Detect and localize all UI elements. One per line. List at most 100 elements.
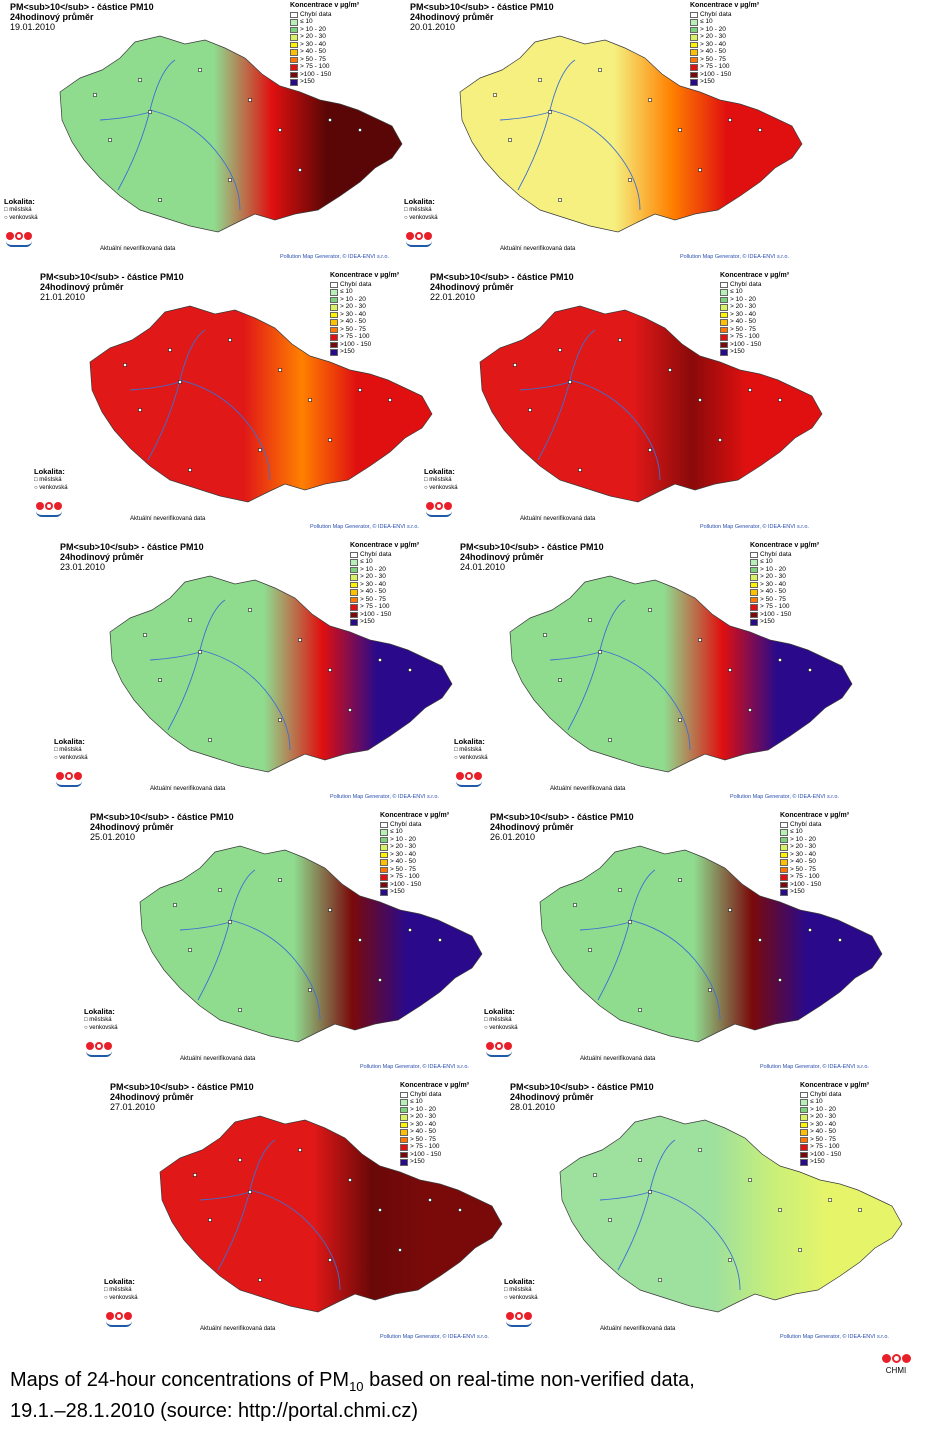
legend-swatch: [750, 581, 758, 588]
legend-label: > 30 - 40: [790, 850, 816, 858]
legend-label: > 10 - 20: [730, 295, 756, 303]
legend-swatch: [690, 49, 698, 56]
station-marker: [358, 388, 362, 392]
legend-swatch: [290, 34, 298, 41]
river-line: [217, 1139, 276, 1271]
chmi-label: CHMI: [885, 1366, 907, 1375]
legend-swatch: [690, 34, 698, 41]
pollution-map: [59, 35, 403, 233]
river-line: [199, 649, 291, 751]
pollution-map: [539, 845, 883, 1043]
country-concentration-area: [89, 305, 433, 503]
station-marker: [648, 1190, 652, 1194]
legend-entry: > 10 - 20: [330, 296, 399, 304]
river-line: [549, 109, 641, 211]
legend-label: > 50 - 75: [810, 1135, 836, 1143]
legend-entry: ≤ 10: [780, 828, 849, 837]
legend-entry: Chybí data: [690, 11, 759, 19]
legend-swatch: [380, 881, 388, 888]
legend-entry: > 10 - 20: [720, 296, 789, 304]
legend-entry: > 10 - 20: [750, 566, 819, 574]
station-marker: [188, 468, 192, 472]
station-marker: [593, 1173, 597, 1177]
legend-entry: ≤ 10: [350, 558, 419, 567]
station-marker: [158, 678, 162, 682]
legend-entry: ≤ 10: [290, 18, 359, 27]
legend-entry: >150: [780, 888, 849, 897]
legend-swatch: [720, 289, 728, 296]
legend-label: > 30 - 40: [700, 40, 726, 48]
generator-credit: Pollution Map Generator, © IDEA-ENVI s.r…: [360, 1064, 469, 1070]
station-marker: [178, 380, 182, 384]
legend-label: > 20 - 30: [760, 573, 786, 581]
legend-swatch: [400, 1144, 408, 1151]
station-marker: [248, 98, 252, 102]
unverified-data-note: Aktuální neverifikovaná data: [100, 246, 176, 252]
legend-swatch: [330, 326, 338, 333]
legend-swatch: [400, 1159, 408, 1166]
legend-entry: > 20 - 30: [350, 573, 419, 582]
lokalita-title: Lokalita:: [54, 737, 85, 746]
station-marker: [218, 888, 222, 892]
legend-label: >100 - 150: [810, 1150, 842, 1158]
legend-label: >150: [700, 78, 715, 86]
legend-title: Koncentrace v µg/m³: [400, 1082, 469, 1089]
chmi-logo-icon: [6, 232, 32, 247]
concentration-legend: Koncentrace v µg/m³ Chybí data ≤ 10 > 10 -…: [780, 812, 849, 896]
station-marker: [698, 1148, 702, 1152]
river-line: [179, 379, 271, 481]
lokalita-title: Lokalita:: [104, 1277, 135, 1286]
station-marker: [798, 1248, 802, 1252]
lokalita-urban: □ městská: [454, 747, 482, 753]
station-marker: [573, 903, 577, 907]
panel-title: PM<sub>10</sub> - částice PM10: [60, 542, 204, 552]
legend-swatch: [330, 296, 338, 303]
concentration-legend: Koncentrace v µg/m³ Chybí data ≤ 10 > 10 -…: [400, 1082, 469, 1166]
panel-title: PM<sub>10</sub> - částice PM10: [90, 812, 234, 822]
station-marker: [328, 668, 332, 672]
river-line: [149, 109, 241, 211]
unverified-data-note: Aktuální neverifikovaná data: [150, 786, 226, 792]
legend-entry: >100 - 150: [720, 341, 789, 349]
legend-entry: >100 - 150: [380, 881, 449, 889]
legend-swatch: [780, 851, 788, 858]
station-marker: [493, 93, 497, 97]
legend-entry: Chybí data: [780, 821, 849, 829]
legend-label: > 75 - 100: [700, 63, 730, 71]
legend-label: > 75 - 100: [300, 63, 330, 71]
pollution-map: [459, 35, 803, 233]
country-concentration-area: [479, 305, 823, 503]
panel-subtitle: 24hodinový průměr: [10, 12, 94, 22]
legend-label: > 50 - 75: [360, 595, 386, 603]
legend-swatch: [750, 574, 758, 581]
lokalita-rural: ○ venkovská: [504, 1295, 538, 1301]
concentration-legend: Koncentrace v µg/m³ Chybí data ≤ 10 > 10 -…: [380, 812, 449, 896]
legend-label: > 40 - 50: [300, 48, 326, 56]
legend-label: > 10 - 20: [790, 835, 816, 843]
legend-swatch: [800, 1106, 808, 1113]
legend-swatch: [750, 596, 758, 603]
station-marker: [513, 363, 517, 367]
generator-credit: Pollution Map Generator, © IDEA-ENVI s.r…: [310, 524, 419, 530]
legend-swatch: [800, 1136, 808, 1143]
station-marker: [648, 448, 652, 452]
legend-entry: > 50 - 75: [780, 866, 849, 874]
station-marker: [558, 348, 562, 352]
legend-entry: >100 - 150: [400, 1151, 469, 1159]
legend-swatch: [350, 589, 358, 596]
panel-subtitle: 24hodinový průměr: [490, 822, 574, 832]
legend-swatch: [720, 326, 728, 333]
legend-entry: > 30 - 40: [380, 851, 449, 859]
legend-label: >150: [390, 888, 405, 896]
station-marker: [578, 468, 582, 472]
concentration-legend: Koncentrace v µg/m³ Chybí data ≤ 10 > 10 -…: [290, 2, 359, 86]
legend-entry: Chybí data: [800, 1091, 869, 1099]
station-marker: [328, 1258, 332, 1262]
legend-swatch: [290, 56, 298, 63]
station-marker: [328, 118, 332, 122]
legend-swatch: [330, 304, 338, 311]
legend-swatch: [380, 859, 388, 866]
river-line: [167, 599, 226, 731]
legend-title: Koncentrace v µg/m³: [290, 2, 359, 9]
legend-entry: > 50 - 75: [400, 1136, 469, 1144]
